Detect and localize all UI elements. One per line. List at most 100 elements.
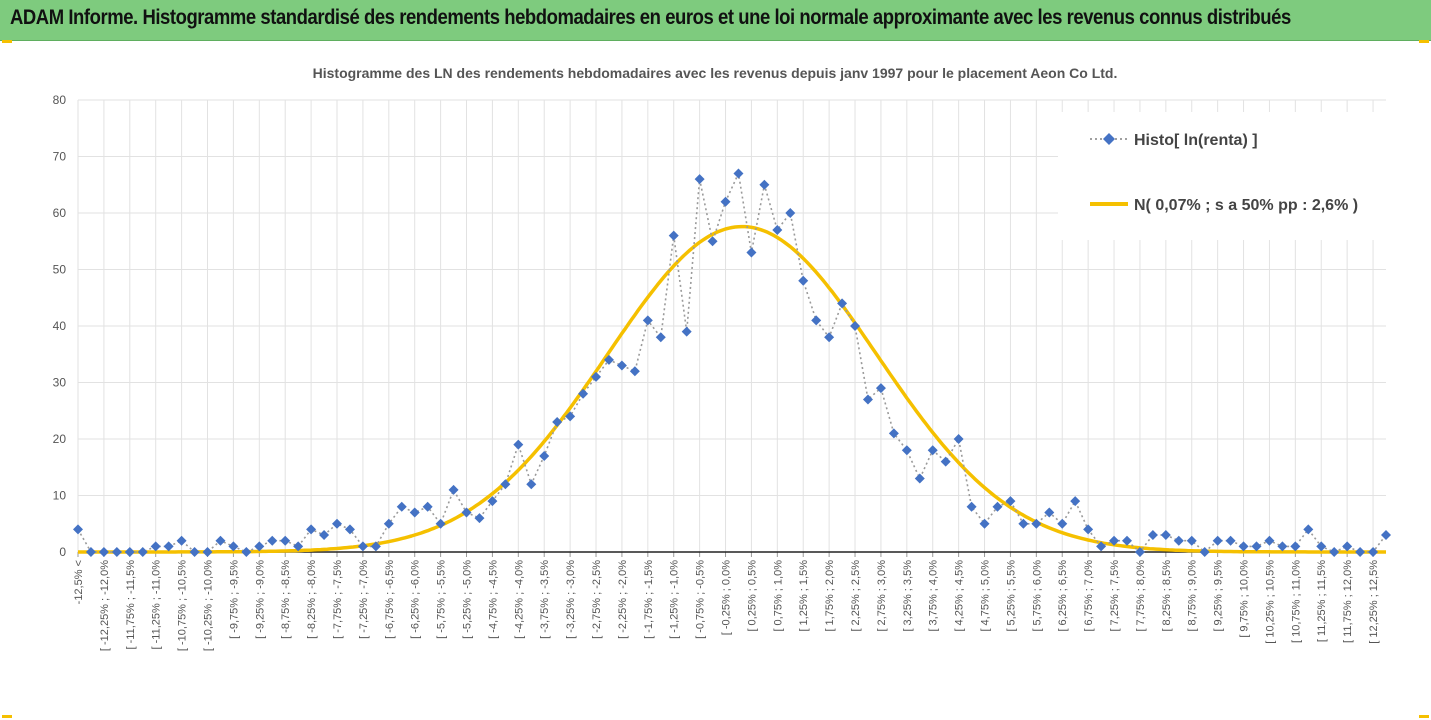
x-tick-label: [ -9,75% ; -9,5% — [228, 560, 240, 639]
normal-curve-series — [78, 224, 1386, 554]
histogram-point — [293, 541, 304, 552]
y-tick-label: 50 — [53, 263, 67, 277]
x-tick-label: [ -5,25% ; -5,0% — [462, 560, 474, 639]
y-axis-ticks: 0 10 20 30 40 50 60 70 80 — [53, 93, 67, 559]
histogram-series — [73, 168, 1391, 557]
x-tick-label: [ -7,25% ; -7,0% — [358, 560, 370, 639]
histogram-point — [422, 501, 433, 512]
y-tick-label: 10 — [53, 489, 67, 503]
histogram-point — [940, 456, 951, 467]
histogram-point — [1264, 535, 1275, 546]
histogram-point — [1277, 541, 1288, 552]
histogram-point — [1368, 547, 1379, 557]
histogram-point — [254, 541, 265, 552]
y-tick-label: 70 — [53, 150, 67, 164]
histogram-point — [1355, 547, 1366, 557]
x-tick-label: [ -11,75% ; -11,5% — [125, 560, 137, 650]
histogram-point — [163, 541, 174, 552]
histogram-point — [629, 366, 640, 377]
x-tick-label: [ -0,75% ; -0,5% — [695, 560, 707, 639]
histogram-point — [616, 360, 627, 371]
histogram-point — [111, 547, 122, 557]
histogram-point — [642, 315, 653, 326]
corner-marker-tr — [1419, 40, 1429, 43]
histogram-point — [694, 174, 705, 185]
histogram-point — [228, 541, 239, 552]
x-tick-label: [ 3,25% ; 3,5% — [902, 560, 914, 632]
histogram-point — [862, 394, 873, 405]
y-tick-label: 30 — [53, 376, 67, 390]
histogram-point — [383, 518, 394, 529]
histogram-point — [720, 196, 731, 207]
histogram-point — [578, 388, 589, 399]
histogram-point — [1083, 524, 1094, 535]
histogram-point — [681, 326, 692, 337]
x-tick-label: [ 5,75% ; 6,0% — [1031, 560, 1043, 632]
x-tick-label: [ -0,25% ; 0,0% — [721, 560, 733, 635]
histogram-point — [772, 224, 783, 235]
y-tick-label: 0 — [59, 545, 66, 559]
histogram-point — [1199, 547, 1210, 557]
histogram-point — [591, 371, 602, 382]
histogram-point — [746, 247, 757, 258]
x-tick-label: [ -2,25% ; -2,0% — [617, 560, 629, 639]
histogram-point — [176, 535, 187, 546]
x-tick-label: [ -8,25% ; -8,0% — [306, 560, 318, 639]
x-tick-label: [ -11,25% ; -11,0% — [151, 560, 163, 650]
histogram-point — [603, 354, 614, 365]
x-tick-label: [ -4,75% ; -4,5% — [487, 560, 499, 639]
histogram-point — [565, 411, 576, 422]
x-tick-label: [ -10,75% ; -10,5% — [177, 560, 189, 651]
histogram-point — [98, 547, 109, 557]
x-axis-ticks: -12,5% < [ -12,25% ; -12,0% [ -11,75% ; -1… — [73, 560, 1380, 651]
histogram-point — [1057, 518, 1068, 529]
histogram-point — [215, 535, 226, 546]
histogram-point — [914, 473, 925, 484]
histogram-point — [435, 518, 446, 529]
x-tick-label: [ -8,75% ; -8,5% — [280, 560, 292, 639]
histogram-point — [1342, 541, 1353, 552]
histogram-point — [526, 479, 537, 490]
corner-marker-tl — [2, 40, 12, 43]
x-tick-label: [ 0,75% ; 1,0% — [772, 560, 784, 632]
histogram-point — [733, 168, 744, 179]
x-tick-label: [ 11,25% ; 11,5% — [1316, 560, 1328, 642]
x-tick-label: [ 9,75% ; 10,0% — [1239, 560, 1251, 638]
histogram-point — [1251, 541, 1262, 552]
x-tick-label: [ 0,25% ; 0,5% — [746, 560, 758, 632]
histogram-point — [668, 230, 679, 241]
histogram-point — [707, 236, 718, 247]
histogram-point — [409, 507, 420, 518]
legend-normal-label: N( 0,07% ; s a 50% pp : 2,6% ) — [1134, 197, 1358, 214]
histogram-point — [966, 501, 977, 512]
x-tick-label: [ -6,75% ; -6,5% — [384, 560, 396, 639]
x-tick-label: [ 6,75% ; 7,0% — [1083, 560, 1095, 632]
histogram-point — [1381, 530, 1391, 541]
legend-histo-marker-icon — [1103, 133, 1115, 145]
x-tick-label: [ 2,75% ; 3,0% — [876, 560, 888, 632]
report-title: ADAM Informe. Histogramme standardisé de… — [10, 6, 1291, 29]
histogram-point — [150, 541, 161, 552]
histogram-point — [332, 518, 343, 529]
x-tick-label: [ 5,25% ; 5,5% — [1005, 560, 1017, 632]
histogram-point — [487, 496, 498, 507]
histogram-point — [85, 547, 96, 557]
histogram-point — [500, 479, 511, 490]
histogram-point — [396, 501, 407, 512]
x-tick-label: [ 12,25% ; 12,5% — [1368, 560, 1380, 644]
y-tick-label: 40 — [53, 319, 67, 333]
histogram-point — [539, 450, 550, 461]
histogram-point — [1329, 547, 1340, 557]
histogram-point — [319, 530, 330, 541]
histogram-point — [1225, 535, 1236, 546]
x-tick-label: [ 7,75% ; 8,0% — [1135, 560, 1147, 632]
histogram-point — [73, 524, 83, 535]
histogram-point — [1005, 496, 1016, 507]
legend-background — [1058, 112, 1388, 240]
x-tick-label: [ 8,75% ; 9,0% — [1187, 560, 1199, 632]
histogram-point — [461, 507, 472, 518]
histogram-point — [344, 524, 355, 535]
normal-curve-line — [78, 224, 1386, 554]
